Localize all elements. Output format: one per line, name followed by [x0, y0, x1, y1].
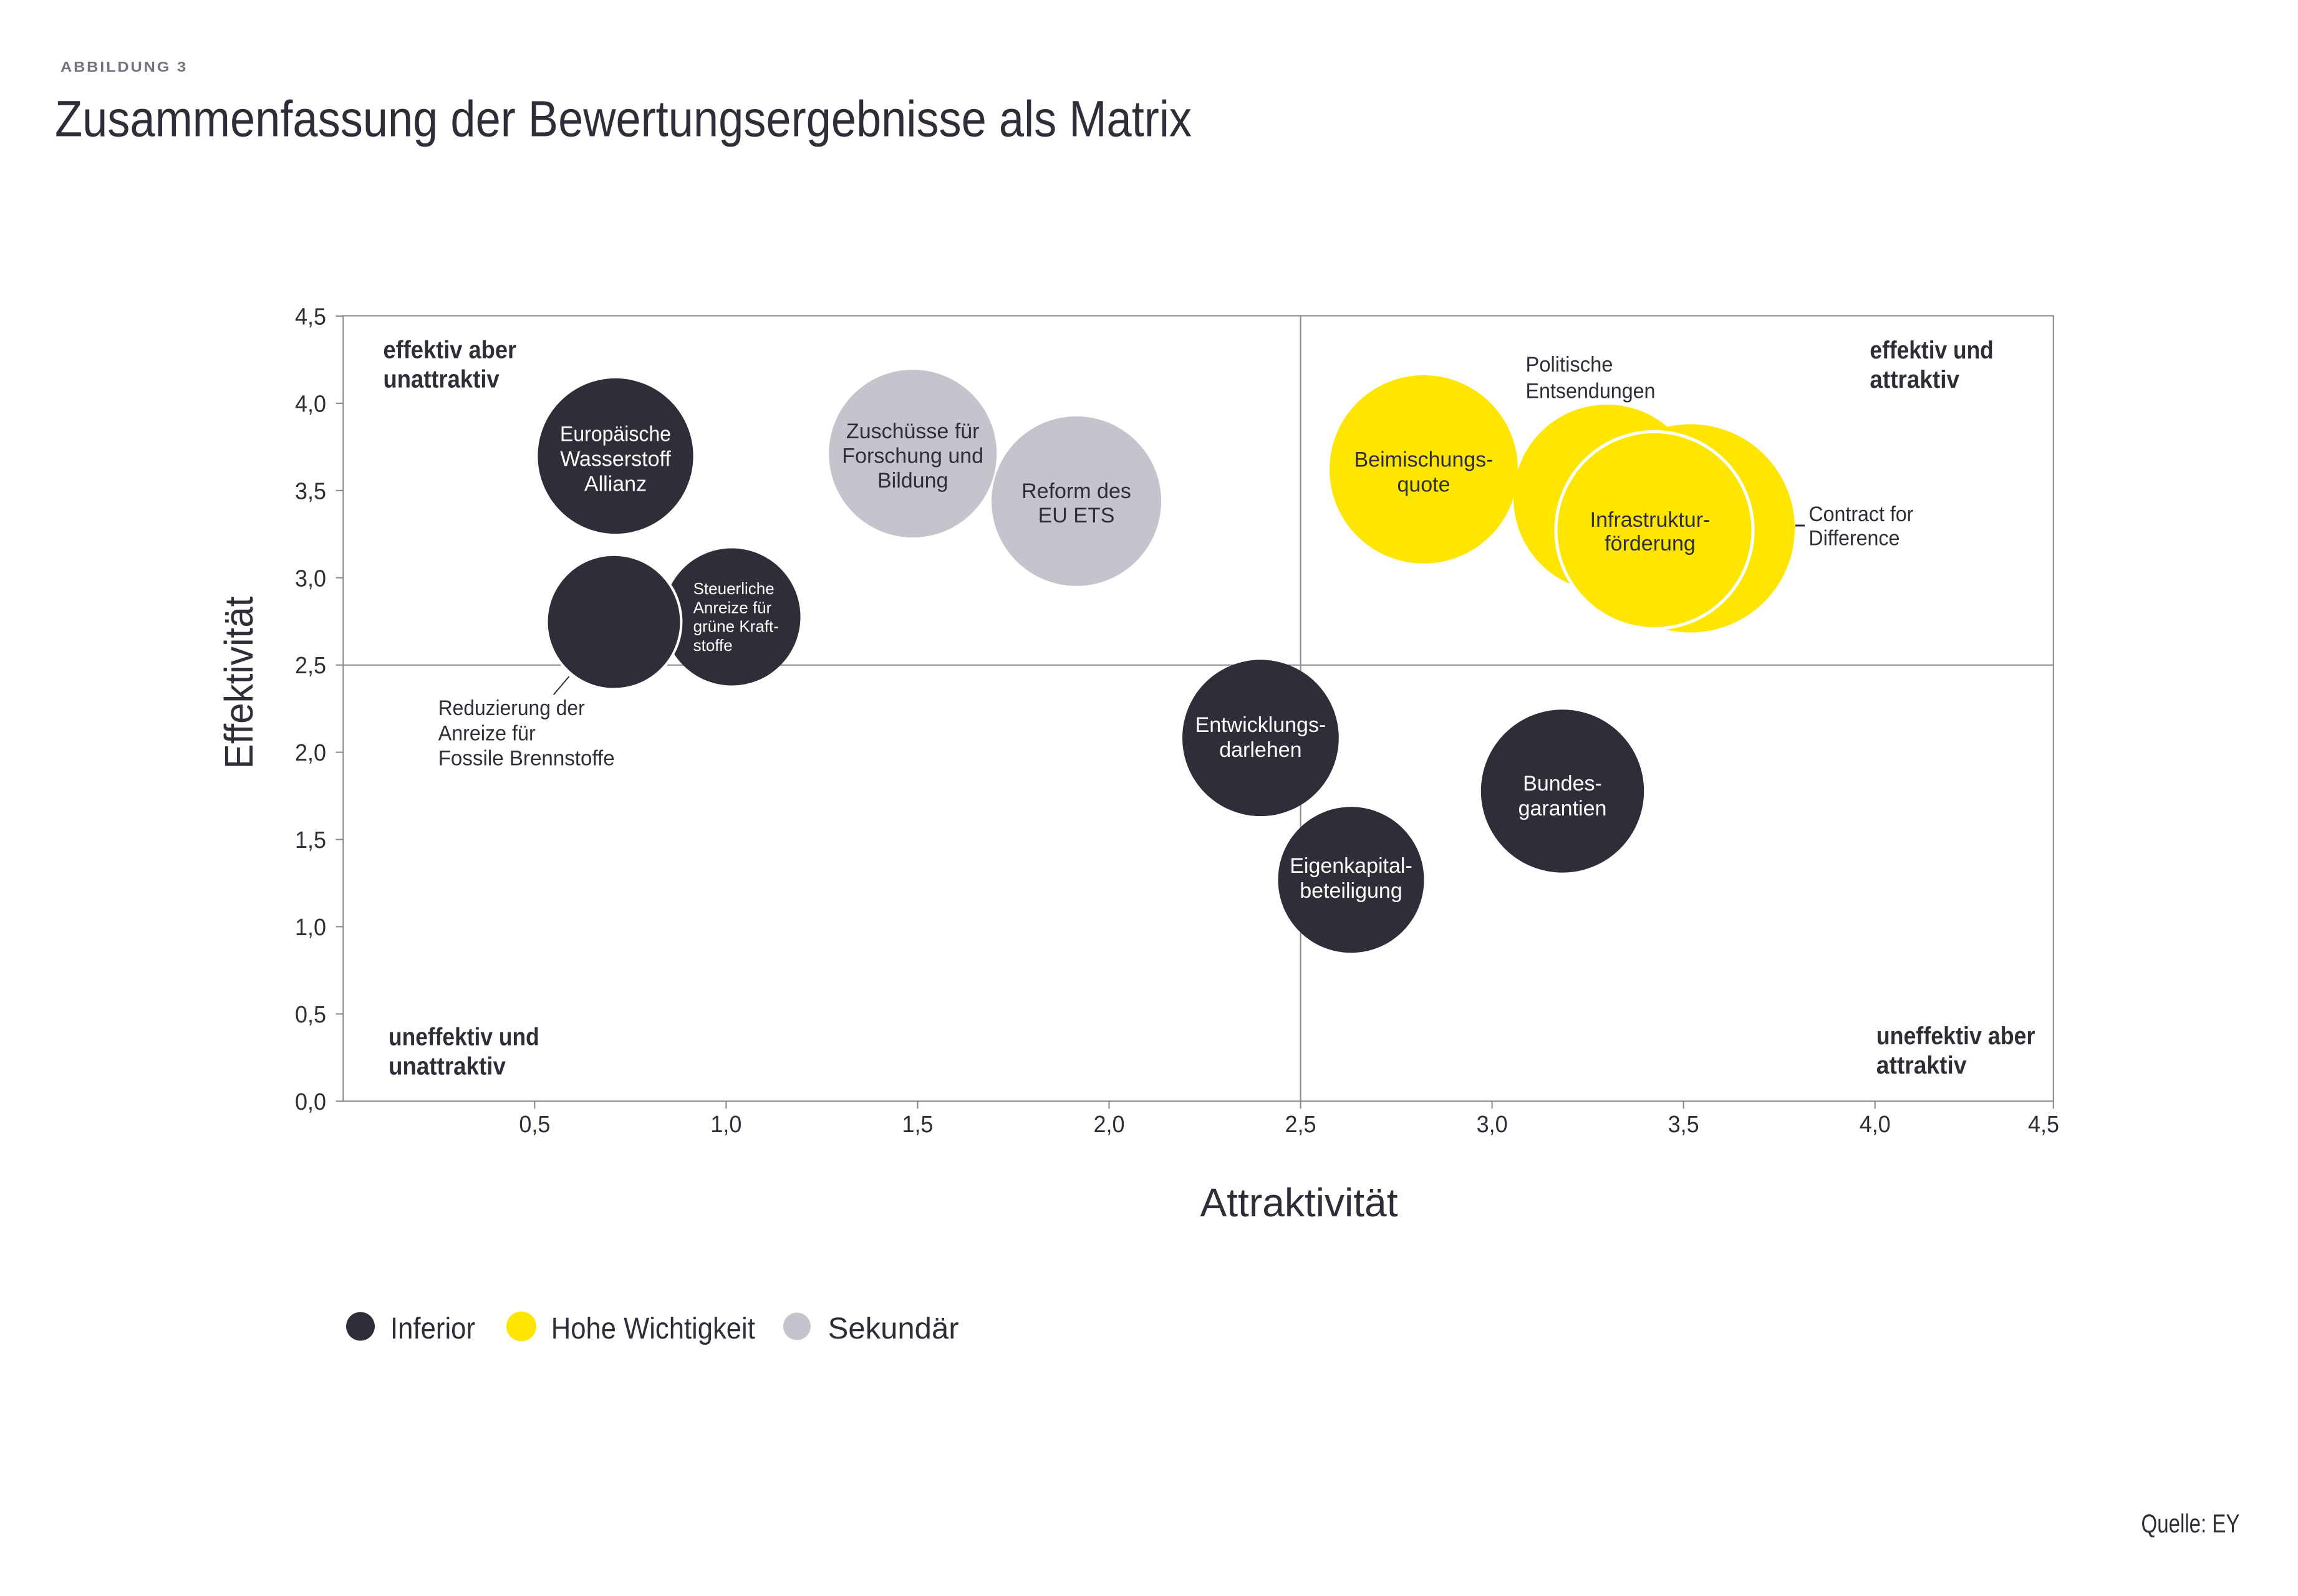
svg-text:4,0: 4,0 — [1860, 1112, 1891, 1138]
svg-text:Hohe Wichtigkeit: Hohe Wichtigkeit — [551, 1312, 755, 1345]
svg-text:Reduzierung der: Reduzierung der — [438, 696, 585, 720]
svg-text:effektiv und: effektiv und — [1870, 337, 1993, 364]
svg-text:Eigenkapital-: Eigenkapital- — [1290, 854, 1412, 878]
svg-text:Quelle: EY: Quelle: EY — [2141, 1509, 2240, 1538]
svg-text:Anreize für: Anreize für — [438, 721, 536, 745]
svg-text:Bildung: Bildung — [877, 469, 948, 493]
svg-text:quote: quote — [1397, 473, 1450, 497]
svg-text:1,0: 1,0 — [295, 915, 326, 941]
svg-text:Wasserstoff: Wasserstoff — [560, 448, 671, 471]
svg-text:darlehen: darlehen — [1219, 738, 1301, 762]
svg-text:förderung: förderung — [1605, 532, 1696, 555]
svg-text:Anreize für: Anreize für — [693, 598, 772, 617]
svg-text:beteiligung: beteiligung — [1300, 879, 1402, 903]
svg-text:1,5: 1,5 — [902, 1112, 933, 1138]
svg-text:3,5: 3,5 — [295, 478, 326, 504]
svg-text:Sekundär: Sekundär — [828, 1312, 959, 1345]
svg-text:1,5: 1,5 — [295, 827, 326, 853]
svg-text:2,5: 2,5 — [295, 653, 326, 679]
svg-text:Infrastruktur-: Infrastruktur- — [1590, 508, 1711, 532]
svg-text:Politische: Politische — [1526, 353, 1613, 377]
svg-text:uneffektiv aber: uneffektiv aber — [1876, 1022, 2035, 1050]
svg-text:2,0: 2,0 — [1094, 1112, 1125, 1138]
svg-text:3,0: 3,0 — [1477, 1112, 1508, 1138]
svg-text:Difference: Difference — [1808, 527, 1900, 550]
svg-text:Entwicklungs-: Entwicklungs- — [1195, 713, 1326, 737]
svg-text:Attraktivität: Attraktivität — [1200, 1180, 1398, 1225]
svg-text:Allianz: Allianz — [584, 473, 647, 496]
svg-text:ABBILDUNG 3: ABBILDUNG 3 — [60, 59, 188, 75]
svg-text:Zuschüsse für: Zuschüsse für — [846, 420, 980, 443]
svg-text:uneffektiv und: uneffektiv und — [389, 1024, 539, 1051]
svg-text:Reform des: Reform des — [1021, 479, 1131, 503]
svg-text:unattraktiv: unattraktiv — [389, 1053, 506, 1080]
svg-text:2,5: 2,5 — [1285, 1112, 1316, 1138]
svg-text:Effektivität: Effektivität — [216, 596, 261, 769]
svg-text:grüne Kraft-: grüne Kraft- — [693, 617, 779, 636]
svg-text:0,5: 0,5 — [519, 1112, 550, 1138]
svg-text:4,0: 4,0 — [295, 391, 326, 417]
svg-text:Bundes-: Bundes- — [1523, 772, 1602, 796]
svg-text:3,0: 3,0 — [295, 565, 326, 592]
svg-text:Inferior: Inferior — [390, 1312, 475, 1345]
svg-text:unattraktiv: unattraktiv — [384, 365, 500, 393]
svg-text:Forschung und: Forschung und — [842, 445, 983, 468]
svg-text:2,0: 2,0 — [295, 740, 326, 766]
svg-text:4,5: 4,5 — [2028, 1112, 2059, 1138]
svg-text:0,5: 0,5 — [295, 1002, 326, 1028]
svg-text:Contract for: Contract for — [1808, 502, 1913, 526]
svg-text:Steuerliche: Steuerliche — [693, 579, 775, 598]
svg-text:effektiv aber: effektiv aber — [384, 336, 517, 363]
svg-text:1,0: 1,0 — [710, 1112, 741, 1138]
svg-text:Fossile Brennstoffe: Fossile Brennstoffe — [438, 747, 615, 771]
svg-text:Zusammenfassung der Bewertungs: Zusammenfassung der Bewertungsergebnisse… — [55, 90, 1192, 147]
svg-text:attraktiv: attraktiv — [1870, 366, 1959, 393]
svg-text:garantien: garantien — [1518, 797, 1607, 820]
svg-text:Entsendungen: Entsendungen — [1526, 380, 1656, 403]
svg-text:stoffe: stoffe — [693, 636, 733, 655]
svg-text:0,0: 0,0 — [295, 1089, 326, 1115]
svg-text:Europäische: Europäische — [560, 423, 671, 446]
svg-text:4,5: 4,5 — [295, 304, 326, 330]
svg-text:attraktiv: attraktiv — [1876, 1052, 1967, 1079]
svg-text:EU ETS: EU ETS — [1038, 504, 1115, 527]
svg-text:3,5: 3,5 — [1668, 1112, 1699, 1138]
svg-text:Beimischungs-: Beimischungs- — [1354, 448, 1494, 472]
